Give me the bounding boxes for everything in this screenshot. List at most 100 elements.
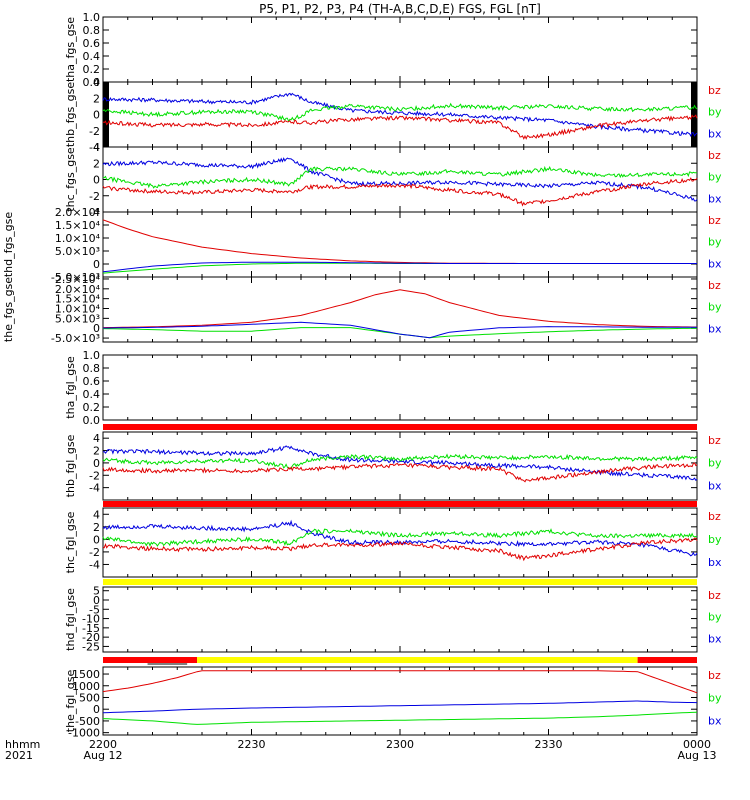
- x-tick-label: 2300: [386, 738, 414, 751]
- y-tick-label: 2.5×10⁴: [55, 273, 101, 286]
- y-axis-label: the_fgs_gse: [2, 277, 15, 342]
- x-tick-label: 0000: [683, 738, 711, 751]
- y-axis-label: tha_fgs_gse: [64, 17, 77, 82]
- y-tick-label: 2.0×10⁴: [55, 283, 101, 296]
- y-tick-label: 4: [93, 508, 100, 521]
- panel-the_fgs_gse: -5.0×10³05.0×10³1.0×10⁴1.5×10⁴2.0×10⁴2.5…: [2, 273, 722, 345]
- y-tick-label: 0.6: [83, 37, 101, 50]
- y-tick-label: -4: [89, 141, 100, 154]
- x-tick-label: 2230: [238, 738, 266, 751]
- y-axis-label: thb_fgs_gse: [64, 82, 77, 148]
- y-tick-label: -2: [89, 546, 100, 559]
- legend-bx: bx: [708, 322, 722, 335]
- series-bz-line: [102, 114, 698, 140]
- y-tick-label: -2: [89, 469, 100, 482]
- y-tick-label: 500: [79, 691, 100, 704]
- panel-frame: [102, 666, 698, 736]
- series-bx-line: [102, 700, 698, 714]
- x-tick-sublabel: Aug 12: [84, 749, 123, 762]
- y-tick-label: 1.0×10⁴: [55, 303, 101, 316]
- panel-frame: [102, 354, 698, 421]
- y-tick-label: -25: [82, 640, 100, 653]
- y-tick-label: 0.8: [83, 24, 101, 37]
- y-tick-label: 2: [93, 521, 100, 534]
- series-by-line: [102, 453, 698, 470]
- y-tick-label: 4: [93, 432, 100, 445]
- legend-by: by: [708, 236, 722, 249]
- panel-frame: [102, 146, 698, 213]
- series-bx-line: [103, 321, 697, 339]
- series-by-line: [102, 165, 698, 189]
- y-tick-label: 0: [93, 174, 100, 187]
- chart-title: P5, P1, P2, P3, P4 (TH-A,B,C,D,E) FGS, F…: [259, 2, 541, 16]
- y-tick-label: 2: [93, 445, 100, 458]
- series-by-line: [102, 528, 698, 547]
- y-tick-label: 0.4: [83, 50, 101, 63]
- y-tick-label: 4: [93, 141, 100, 154]
- panel-tha_fgs_gse: 0.00.20.40.60.81.0 tha_fgs_gse: [64, 11, 698, 89]
- series-bz-line: [102, 177, 698, 207]
- y-tick-label: 0: [93, 109, 100, 122]
- edge-block-right: [691, 82, 697, 147]
- y-axis-label: thb_fgl_gse: [64, 434, 77, 497]
- y-axis-label: thc_fgl_gse: [64, 511, 77, 573]
- y-tick-label: 1500: [72, 668, 100, 681]
- y-tick-label: -500: [75, 715, 100, 728]
- legend-bz: bz: [708, 589, 721, 602]
- flag-bar-yellow: [103, 579, 697, 585]
- y-tick-label: -15: [82, 622, 100, 635]
- y-tick-label: -20: [82, 631, 100, 644]
- y-tick-label: 1000: [72, 680, 100, 693]
- y-tick-label: 0.4: [83, 388, 101, 401]
- series-bx-line: [102, 157, 698, 202]
- legend-bx: bx: [708, 556, 722, 569]
- legend-by: by: [708, 106, 722, 119]
- y-tick-label: 1.5×10⁴: [55, 219, 101, 232]
- y-tick-label: 2: [93, 92, 100, 105]
- legend-bz: bz: [708, 669, 721, 682]
- panel-thc_fgs_gse: -4 -2 0 2 4 thc_fgs_gse bz by bx: [64, 141, 722, 219]
- y-axis-label: tha_fgl_gse: [64, 356, 77, 419]
- y-tick-label: 0: [93, 457, 100, 470]
- y-tick-label: 5.0×10³: [55, 312, 100, 325]
- y-tick-label: -2: [89, 190, 100, 203]
- y-tick-label: -10: [82, 613, 100, 626]
- legend-bx: bx: [708, 127, 722, 140]
- panel-frame: [102, 586, 698, 653]
- y-tick-label: 0.0: [83, 76, 101, 89]
- series-bz-line: [102, 670, 698, 694]
- y-tick-label: 0: [93, 258, 100, 271]
- flag-bar-red: [103, 657, 198, 663]
- legend-by: by: [708, 171, 722, 184]
- legend-bz: bz: [708, 279, 721, 292]
- series-bz-line: [102, 219, 697, 264]
- series-by-line: [102, 711, 698, 725]
- legend-bx: bx: [708, 632, 722, 645]
- y-tick-label: -5: [89, 603, 100, 616]
- y-tick-label: 1.0: [83, 349, 101, 362]
- panel-frame: [102, 431, 698, 501]
- y-tick-label: 4: [93, 76, 100, 89]
- panel-frame: [102, 276, 698, 343]
- y-tick-label: -2: [89, 125, 100, 138]
- series-bz-line: [102, 537, 698, 562]
- y-axis-label: the_fgl_gse: [64, 670, 77, 733]
- y-tick-label: 0: [93, 322, 100, 335]
- y-axis-label: thd_fgl_gse: [64, 588, 77, 651]
- y-tick-label: -4: [89, 206, 100, 219]
- x-tick-label: 2330: [535, 738, 563, 751]
- y-tick-label: 0.2: [83, 63, 101, 76]
- series-bz-line: [102, 289, 697, 329]
- y-tick-label: 1.0×10⁴: [55, 232, 101, 245]
- legend-by: by: [708, 692, 722, 705]
- y-tick-label: 0: [93, 533, 100, 546]
- y-tick-label: -4: [89, 558, 100, 571]
- x-tick-label: 2200: [89, 738, 117, 751]
- legend-bz: bz: [708, 510, 721, 523]
- legend-by: by: [708, 611, 722, 624]
